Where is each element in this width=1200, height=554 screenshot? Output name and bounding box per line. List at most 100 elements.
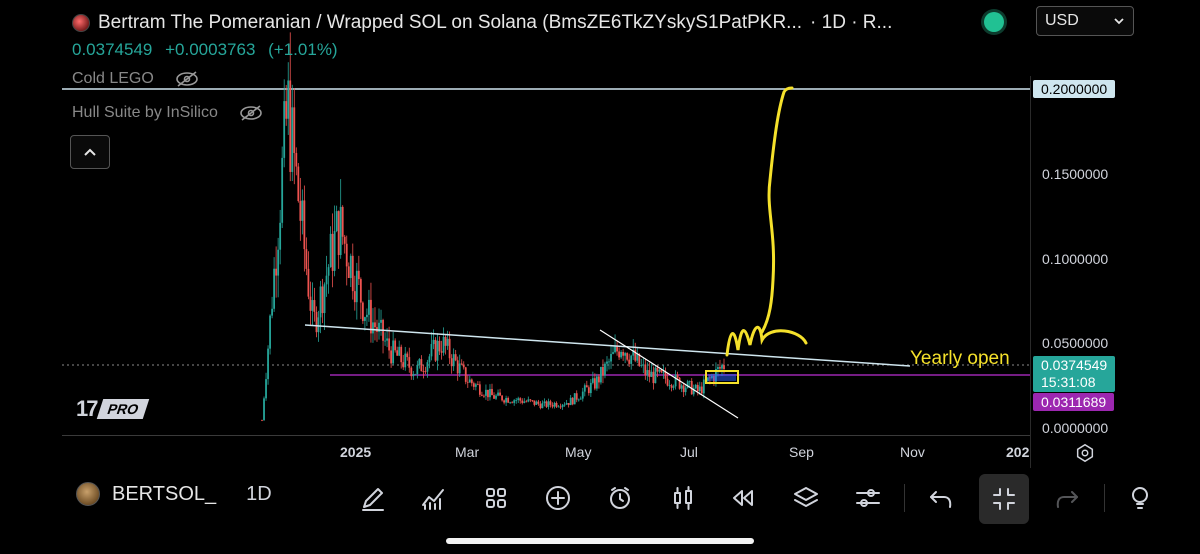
candle-body (460, 363, 463, 365)
price-axis-label: 0.1500000 (1042, 166, 1109, 182)
indicators-icon[interactable] (415, 480, 451, 516)
candle-body (333, 231, 336, 271)
candle-body (299, 201, 302, 221)
candle-body (380, 319, 382, 323)
blue-zone-fill (708, 374, 736, 381)
candle-body (658, 369, 661, 372)
candle-body (662, 371, 665, 373)
candle-body (309, 296, 312, 311)
candle-body (555, 402, 558, 407)
toolbar-separator (1104, 484, 1105, 512)
chart-interval-suffix: · 1D · R... (810, 12, 893, 33)
candle-body (313, 300, 316, 313)
candle-body (273, 268, 276, 309)
alert-icon[interactable] (602, 480, 638, 516)
redo-icon[interactable] (1049, 480, 1085, 516)
candle-body (700, 386, 703, 394)
chart-title-row[interactable]: Bertram The Pomeranian / Wrapped SOL on … (72, 8, 892, 38)
candle-body (678, 377, 681, 389)
candle-body (660, 369, 663, 373)
candle-body (275, 268, 278, 276)
settings-sliders-icon[interactable] (850, 480, 886, 516)
price-change: +0.0003763 (165, 40, 256, 59)
candle-icon[interactable] (665, 480, 701, 516)
candle-body (721, 365, 723, 369)
candle-body (706, 377, 709, 381)
symbol-selector[interactable]: BERTSOL_ 1D (76, 482, 272, 506)
candle-body (491, 388, 493, 396)
symbol-ticker: BERTSOL_ (112, 482, 217, 505)
candle-body (476, 384, 479, 386)
candle-body (634, 350, 637, 361)
candle-body (374, 322, 376, 328)
candle-body (269, 315, 271, 349)
layers-icon[interactable] (788, 480, 824, 516)
market-status-dot[interactable] (984, 12, 1004, 32)
candle-body (434, 339, 437, 361)
candle-body (591, 378, 594, 383)
candle-body (446, 338, 449, 346)
candle-body (616, 346, 618, 352)
pen-icon[interactable] (355, 480, 391, 516)
lightbulb-icon[interactable] (1122, 480, 1152, 516)
candle-body (357, 270, 360, 280)
candle-body (668, 385, 671, 387)
price-axis-label: 0.0000000 (1042, 420, 1109, 436)
candle-body (386, 338, 388, 341)
candle-body (493, 395, 495, 399)
indicator-label: Cold LEGO (72, 70, 154, 87)
eye-off-icon[interactable] (238, 104, 264, 122)
indicator-row-hull-suite[interactable]: Hull Suite by InSilico (72, 104, 264, 122)
eye-off-icon[interactable] (174, 70, 200, 88)
candle-body (323, 284, 326, 314)
candle-body (283, 101, 286, 158)
candle-body (293, 107, 296, 153)
yearly-open-annotation: Yearly open (910, 348, 1010, 369)
candle-body (664, 371, 667, 379)
time-label: Nov (900, 444, 925, 460)
down-trendline (599, 329, 739, 419)
candle-body (396, 350, 399, 356)
candle-body (672, 386, 675, 388)
chart-settings-icon[interactable] (1074, 442, 1096, 464)
candle-body (263, 398, 265, 421)
candle-body (341, 206, 344, 237)
candle-body (523, 401, 526, 403)
candle-body (642, 364, 645, 366)
candle-body (303, 200, 306, 250)
replay-icon[interactable] (725, 480, 761, 516)
collapse-indicators-button[interactable] (70, 135, 110, 169)
add-icon[interactable] (540, 480, 576, 516)
candle-body (321, 286, 324, 314)
candle-body (287, 80, 290, 119)
candle-body (620, 351, 623, 358)
coin-logo-icon (72, 14, 90, 32)
candle-body (329, 233, 332, 268)
candle-body (466, 381, 469, 383)
candle-body (351, 255, 354, 292)
candle-body (553, 402, 556, 407)
candle-body (626, 353, 629, 360)
candle-body (583, 385, 586, 392)
currency-select[interactable]: USD (1036, 6, 1134, 36)
candle-body (670, 385, 673, 388)
candle-body (717, 367, 719, 370)
undo-icon[interactable] (923, 480, 959, 516)
candle-body (261, 420, 263, 422)
candle-body (495, 395, 497, 399)
indicator-label: Hull Suite by InSilico (72, 104, 218, 121)
candle-body (624, 353, 627, 356)
interval-selector[interactable]: 1D (246, 482, 272, 505)
time-label: Mar (455, 444, 480, 460)
candle-body (525, 401, 528, 403)
bar-countdown: 15:31:08 (1041, 374, 1096, 390)
candle-body (372, 322, 374, 334)
candle-body (390, 350, 393, 364)
indicator-row-cold-lego[interactable]: Cold LEGO (72, 70, 200, 88)
candle-body (581, 391, 584, 399)
layout-grid-icon[interactable] (478, 480, 514, 516)
exit-fullscreen-icon[interactable] (979, 474, 1029, 524)
candle-body (416, 364, 419, 375)
candle-body (456, 360, 459, 374)
